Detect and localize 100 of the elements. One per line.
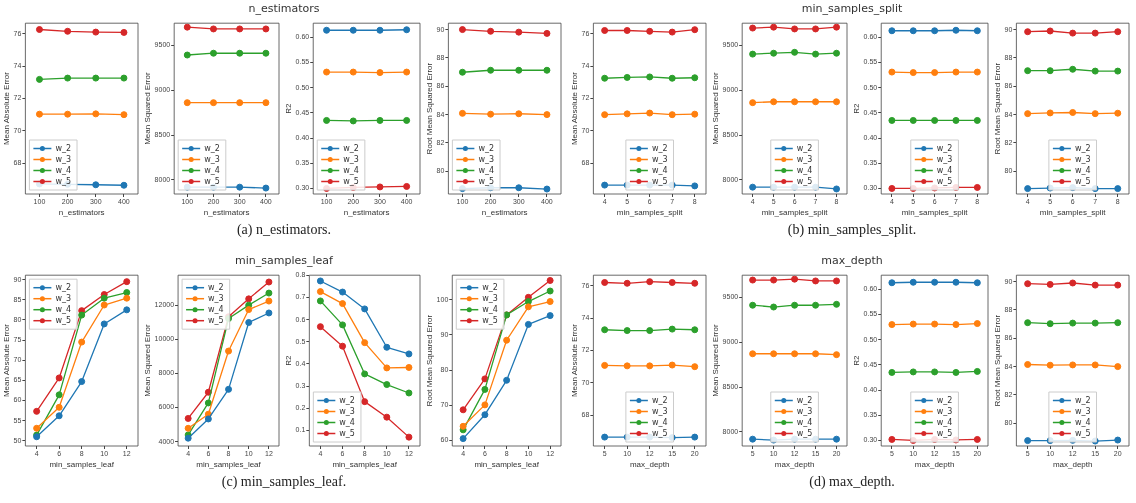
y-axis-title: Mean Absolute Error <box>2 71 11 146</box>
legend-label: w_4 <box>1074 165 1091 175</box>
legend-label: w_5 <box>936 176 953 186</box>
text: min_samples_leaf <box>234 254 334 267</box>
legend-label: w_4 <box>55 304 72 314</box>
x-axis-title: max_depth <box>1052 460 1093 470</box>
legend-label: w_3 <box>796 406 813 416</box>
text: n_estimators <box>247 2 321 15</box>
text: (b) min_samples_split. <box>786 222 918 238</box>
legend-label: w_4 <box>651 165 668 175</box>
legend-label: w_4 <box>1074 417 1091 427</box>
legend-label: w_5 <box>482 315 498 325</box>
x-axis-title: max_depth <box>629 460 670 470</box>
legend-label: w_5 <box>796 428 813 438</box>
y-axis-title: Root Mean Squared Error <box>993 62 1002 155</box>
text: (a) n_estimators. <box>235 222 333 238</box>
legend-label: w_3 <box>936 154 953 164</box>
legend-label: w_2 <box>651 143 668 153</box>
legend-label: w_2 <box>204 143 220 153</box>
y-axis-title: Mean Absolute Error <box>570 323 579 398</box>
x-axis-title: n_estimators <box>343 208 390 218</box>
legend-label: w_5 <box>936 428 953 438</box>
legend-label: w_5 <box>55 176 72 186</box>
legend-label: w_4 <box>796 417 813 427</box>
legend-label: w_4 <box>936 417 953 427</box>
y-axis-title: Mean Squared Error <box>143 324 152 397</box>
legend-label: w_3 <box>1074 154 1091 164</box>
legend-label: w_5 <box>1074 176 1091 186</box>
y-axis-title: Mean Absolute Error <box>2 323 11 398</box>
x-axis-title: n_estimators <box>58 208 105 218</box>
legend-label: w_5 <box>55 315 72 325</box>
x-axis-title: n_estimators <box>203 208 250 218</box>
legend-label: w_3 <box>204 154 220 164</box>
legend-label: w_2 <box>651 395 668 405</box>
legend-label: w_4 <box>339 417 355 427</box>
legend-label: w_4 <box>651 417 668 427</box>
y-axis-title: Mean Squared Error <box>711 324 720 397</box>
legend-label: w_5 <box>796 176 813 186</box>
legend-label: w_2 <box>1074 143 1091 153</box>
y-axis-title: Mean Absolute Error <box>570 71 579 146</box>
x-axis-title: min_samples_split <box>616 208 684 218</box>
legend-label: w_2 <box>55 282 72 292</box>
legend-label: w_3 <box>55 293 72 303</box>
legend-label: w_2 <box>339 395 355 405</box>
legend-label: w_5 <box>204 176 220 186</box>
legend-label: w_4 <box>55 165 72 175</box>
legend-label: w_4 <box>936 165 953 175</box>
legend-label: w_3 <box>208 293 224 303</box>
legend-label: w_3 <box>1074 406 1091 416</box>
text: min_samples_split <box>800 2 904 15</box>
y-axis-title: R2 <box>852 102 861 114</box>
legend-label: w_5 <box>478 176 495 186</box>
x-axis-title: n_estimators <box>481 208 528 218</box>
legend-label: w_3 <box>651 406 668 416</box>
legend-label: w_3 <box>478 154 495 164</box>
legend-label: w_4 <box>204 165 220 175</box>
legend-label: w_3 <box>936 406 953 416</box>
legend-label: w_4 <box>478 165 495 175</box>
legend-label: w_4 <box>796 165 813 175</box>
legend-label: w_5 <box>339 428 355 438</box>
legend-label: w_2 <box>796 143 813 153</box>
legend-label: w_5 <box>1074 428 1091 438</box>
legend-label: w_4 <box>343 165 359 175</box>
legend-label: w_2 <box>936 143 953 153</box>
text: (c) min_samples_leaf. <box>220 474 348 490</box>
legend-label: w_5 <box>651 176 668 186</box>
legend-label: w_2 <box>55 143 72 153</box>
y-axis-title: R2 <box>284 102 293 114</box>
legend-label: w_5 <box>651 428 668 438</box>
x-axis-title: min_samples_split <box>761 208 829 218</box>
legend-label: w_3 <box>796 154 813 164</box>
text: (d) max_depth. <box>808 474 896 490</box>
y-axis-title: Mean Squared Error <box>143 72 152 145</box>
x-axis-title: max_depth <box>914 460 955 470</box>
legend-label: w_2 <box>482 282 498 292</box>
legend-label: w_4 <box>208 304 224 314</box>
x-axis-title: min_samples_split <box>901 208 969 218</box>
x-axis-title: min_samples_leaf <box>332 460 398 470</box>
legend-label: w_5 <box>343 176 359 186</box>
y-axis-title: Root Mean Squared Error <box>425 314 434 407</box>
y-axis-title: Root Mean Squared Error <box>993 314 1002 407</box>
x-axis-title: min_samples_leaf <box>474 460 540 470</box>
legend-label: w_2 <box>936 395 953 405</box>
x-axis-title: min_samples_split <box>1039 208 1107 218</box>
y-axis-title: R2 <box>284 354 293 366</box>
y-axis-title: R2 <box>852 354 861 366</box>
x-axis-title: min_samples_leaf <box>196 460 262 470</box>
legend-label: w_2 <box>208 282 224 292</box>
y-axis-title: Mean Squared Error <box>711 72 720 145</box>
text: max_depth <box>820 254 884 267</box>
legend-label: w_3 <box>55 154 72 164</box>
legend-label: w_3 <box>482 293 498 303</box>
legend-label: w_4 <box>482 304 498 314</box>
legend-label: w_2 <box>1074 395 1091 405</box>
legend-label: w_2 <box>343 143 359 153</box>
legend-label: w_2 <box>478 143 495 153</box>
legend-label: w_3 <box>651 154 668 164</box>
legend-label: w_3 <box>339 406 355 416</box>
x-axis-title: min_samples_leaf <box>49 460 115 470</box>
y-axis-title: Root Mean Squared Error <box>425 62 434 155</box>
